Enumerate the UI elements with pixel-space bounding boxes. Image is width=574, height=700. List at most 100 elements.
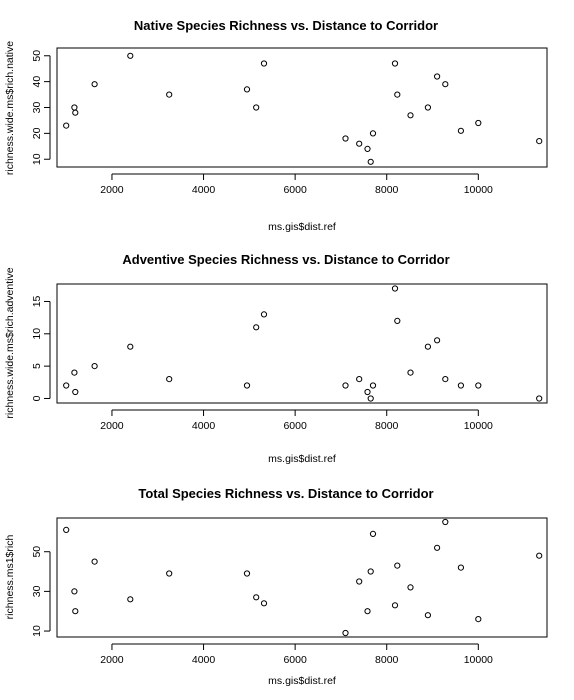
y-tick-label: 50 bbox=[31, 50, 43, 62]
y-axis-label: richness.ms1$rich bbox=[4, 535, 16, 620]
data-point bbox=[391, 60, 399, 67]
x-tick-label: 4000 bbox=[192, 654, 216, 666]
data-point bbox=[71, 369, 78, 376]
chart-panel-total: Total Species Richness vs. Distance to C… bbox=[4, 486, 548, 687]
x-axis-label: ms.gis$dist.ref bbox=[268, 221, 336, 233]
data-point bbox=[342, 382, 349, 389]
plot-frame bbox=[56, 517, 548, 638]
x-axis-label: ms.gis$dist.ref bbox=[268, 453, 336, 465]
y-tick-label: 10 bbox=[31, 328, 43, 340]
data-point bbox=[342, 629, 349, 637]
data-point bbox=[166, 376, 173, 383]
data-point bbox=[71, 588, 78, 595]
data-point bbox=[457, 127, 464, 134]
data-point bbox=[434, 73, 441, 80]
data-point bbox=[243, 382, 251, 389]
data-point bbox=[342, 135, 349, 142]
x-tick-label: 2000 bbox=[100, 654, 124, 666]
chart-panel-native: Native Species Richness vs. Distance to … bbox=[4, 18, 548, 233]
data-point bbox=[127, 596, 134, 603]
data-point bbox=[536, 395, 543, 402]
x-tick-label: 10000 bbox=[464, 184, 493, 196]
y-axis: 10 30 50 bbox=[31, 546, 51, 637]
data-point bbox=[394, 91, 401, 98]
x-tick-label: 6000 bbox=[283, 184, 307, 196]
x-axis: 2000 4000 6000 8000 10000 bbox=[100, 409, 493, 432]
y-tick-label: 0 bbox=[31, 395, 43, 401]
y-tick-label: 15 bbox=[31, 295, 43, 307]
chart-title: Native Species Richness vs. Distance to … bbox=[134, 18, 438, 33]
data-points bbox=[63, 52, 543, 165]
data-point bbox=[367, 395, 374, 402]
data-point bbox=[253, 594, 260, 601]
x-tick-label: 4000 bbox=[192, 420, 216, 432]
chart-title: Adventive Species Richness vs. Distance … bbox=[122, 252, 449, 267]
y-tick-label: 30 bbox=[31, 102, 43, 114]
data-point bbox=[536, 138, 543, 145]
data-points bbox=[63, 285, 543, 402]
data-point bbox=[243, 570, 251, 577]
y-tick-label: 5 bbox=[31, 363, 43, 369]
x-tick-label: 2000 bbox=[100, 420, 124, 432]
data-point bbox=[72, 109, 79, 116]
chart-title: Total Species Richness vs. Distance to C… bbox=[138, 486, 433, 501]
data-point bbox=[424, 612, 431, 619]
data-point bbox=[91, 363, 98, 370]
data-point bbox=[91, 81, 98, 88]
x-tick-label: 4000 bbox=[192, 184, 216, 196]
data-point bbox=[391, 602, 399, 609]
x-axis-label: ms.gis$dist.ref bbox=[268, 675, 336, 687]
data-point bbox=[166, 91, 173, 98]
data-point bbox=[424, 343, 431, 350]
data-point bbox=[127, 343, 134, 350]
y-axis: 0 5 10 15 bbox=[31, 295, 51, 401]
y-axis: 10 20 30 40 50 bbox=[31, 50, 51, 165]
data-point bbox=[356, 578, 363, 585]
data-point bbox=[394, 317, 401, 324]
data-point bbox=[369, 530, 377, 538]
x-axis: 2000 4000 6000 8000 10000 bbox=[100, 643, 493, 666]
y-tick-label: 10 bbox=[31, 153, 43, 165]
data-point bbox=[260, 60, 268, 67]
data-point bbox=[434, 337, 441, 344]
data-point bbox=[253, 324, 260, 331]
data-point bbox=[407, 584, 414, 591]
data-point bbox=[475, 616, 482, 623]
y-tick-label: 10 bbox=[31, 625, 43, 637]
x-tick-label: 6000 bbox=[283, 654, 307, 666]
data-point bbox=[536, 552, 543, 559]
data-point bbox=[369, 382, 377, 389]
y-tick-label: 50 bbox=[31, 546, 43, 558]
data-point bbox=[457, 564, 464, 571]
x-tick-label: 2000 bbox=[100, 184, 124, 196]
data-point bbox=[475, 382, 482, 389]
data-point bbox=[63, 526, 70, 534]
y-axis-label: richness.wide.ms$rich.adventive bbox=[4, 267, 16, 418]
data-point bbox=[442, 376, 449, 383]
data-point bbox=[63, 382, 70, 389]
data-point bbox=[364, 145, 371, 152]
x-tick-label: 8000 bbox=[375, 654, 399, 666]
chart-panel-adventive: Adventive Species Richness vs. Distance … bbox=[4, 252, 548, 465]
data-point bbox=[260, 311, 268, 318]
data-point bbox=[457, 382, 464, 389]
data-point bbox=[127, 52, 134, 59]
data-point bbox=[63, 122, 70, 129]
x-tick-label: 8000 bbox=[375, 184, 399, 196]
data-point bbox=[243, 86, 251, 93]
data-point bbox=[364, 608, 371, 615]
y-tick-label: 20 bbox=[31, 127, 43, 139]
data-point bbox=[260, 600, 268, 607]
data-point bbox=[356, 376, 363, 383]
data-point bbox=[424, 104, 431, 111]
data-point bbox=[434, 544, 441, 551]
data-point bbox=[369, 130, 377, 137]
data-point bbox=[391, 285, 399, 292]
data-point bbox=[91, 558, 98, 565]
x-tick-label: 8000 bbox=[375, 420, 399, 432]
data-point bbox=[407, 112, 414, 119]
data-point bbox=[72, 608, 79, 615]
plot-frame bbox=[56, 283, 548, 404]
data-point bbox=[356, 140, 363, 147]
